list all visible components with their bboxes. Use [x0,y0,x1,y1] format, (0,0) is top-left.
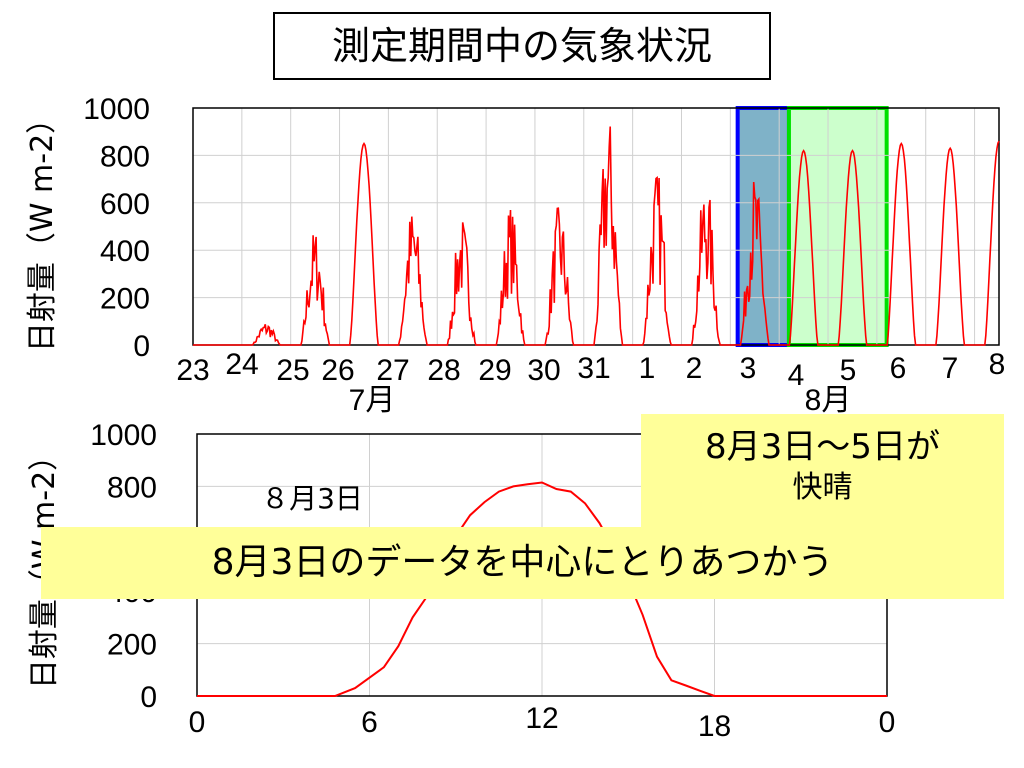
bottom-date-annotation: ８月3日 [261,482,363,515]
top-x-tick-label: 25 [276,354,309,387]
top-x-tick-label: 8 [989,348,1006,381]
clear-sky-callout-line2: 快晴 [792,470,853,505]
top-y-tick-label: 600 [100,188,150,221]
top-x-tick-label: 26 [321,354,354,387]
bottom-y-tick-label: 200 [107,629,157,662]
top-x-tick-label: 27 [376,354,409,387]
bottom-y-tick-label: 1000 [90,419,157,452]
bottom-x-tick-label: 0 [189,706,206,739]
top-x-tick-label: 1 [639,352,656,385]
top-x-tick-label: 28 [427,354,460,387]
top-y-tick-label: 1000 [83,93,150,126]
bottom-x-tick-label: 0 [879,706,896,739]
top-x-tick-label: 29 [478,354,511,387]
focus-callout: 8月3日のデータを中心にとりあつかう [41,527,1004,599]
bottom-x-tick-label: 12 [525,702,558,735]
top-x-tick-label: 23 [176,354,209,387]
top-series-line [193,126,1000,346]
top-y-tick-label: 800 [100,140,150,173]
top-y-tick-label: 400 [100,235,150,268]
clear-sky-callout-line1: 8月3日～5日が [705,427,940,467]
highlight-aug4-5 [786,106,889,347]
top-x-tick-label: 24 [225,348,258,381]
top-x-tick-label: 7 [942,352,959,385]
top-y-axis-label: 日射量（W m-2） [25,104,60,352]
top-x-tick-label: 4 [788,359,805,392]
top-x-tick-label: 3 [740,352,757,385]
bottom-x-tick-label: 18 [698,710,731,743]
bottom-x-tick-label: 6 [361,706,378,739]
top-month-august: 8月 [805,384,852,417]
top-plot-frame [192,107,1000,346]
top-x-tick-label: 6 [890,352,907,385]
page-title: 測定期間中の気象状況 [273,12,771,80]
top-x-tick-label: 30 [527,354,560,387]
svg-text:日射量（W m-2）: 日射量（W m-2） [25,104,60,352]
top-x-tick-label: 31 [577,352,610,385]
top-x-tick-label: 5 [840,354,857,387]
top-y-tick-label: 0 [133,330,150,363]
top-month-july: 7月 [349,384,396,417]
clear-sky-callout: 8月3日～5日が 快晴 [641,414,1004,530]
bottom-y-tick-label: 0 [140,681,157,714]
top-x-tick-label: 2 [686,352,703,385]
bottom-y-tick-label: 800 [107,471,157,504]
top-y-tick-label: 200 [100,283,150,316]
bottom-series-line [197,481,887,697]
